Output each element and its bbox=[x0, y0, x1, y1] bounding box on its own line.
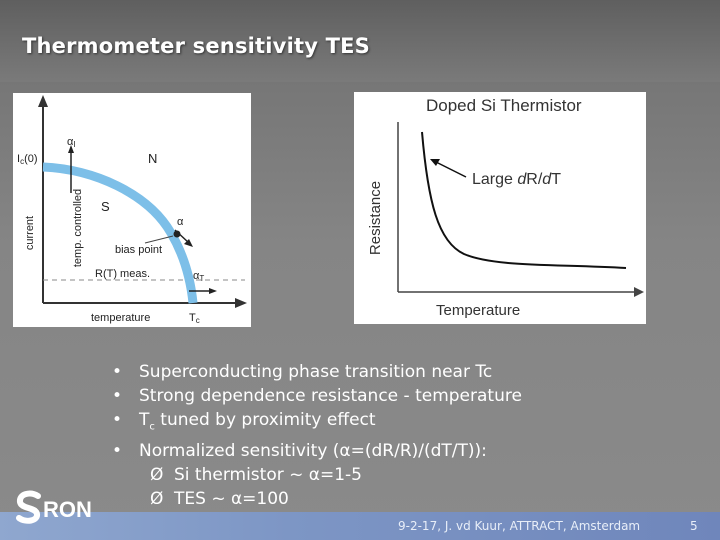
temperature-axis-arrow bbox=[634, 287, 644, 297]
current-axis-label: current bbox=[24, 216, 36, 250]
y-axis-arrow bbox=[38, 95, 48, 107]
large-drdt-arrow bbox=[435, 161, 467, 178]
alpha-label: α bbox=[177, 216, 184, 228]
footer-band bbox=[0, 512, 720, 540]
bias-point-label: bias point bbox=[115, 244, 162, 256]
bullet-dot: • bbox=[112, 441, 123, 462]
sub-bullet-text: Si thermistor ~ α=1-5 bbox=[174, 465, 362, 486]
bullet-item: • Superconducting phase transition near T… bbox=[112, 360, 522, 384]
ic0-label: Ic(0) bbox=[17, 153, 38, 166]
bullet-item: • Strong dependence resistance - temperat… bbox=[112, 384, 522, 408]
arrow-bullet-icon: Ø bbox=[150, 489, 164, 510]
temperature-label: Temperature bbox=[436, 302, 520, 319]
bias-point-dot bbox=[173, 230, 181, 238]
bias-point-leader bbox=[144, 235, 174, 244]
alpha-arrowhead bbox=[184, 239, 193, 247]
tes-phase-diagram-svg: Ic(0) current αI N S temp. controlled α … bbox=[17, 95, 247, 325]
bullet-text: Strong dependence resistance - temperatu… bbox=[139, 386, 522, 406]
alpha-t-label: αT bbox=[193, 270, 204, 283]
alpha-i-arrowhead bbox=[68, 145, 74, 153]
temp-controlled-label: temp. controlled bbox=[72, 189, 84, 267]
sron-s-mark bbox=[16, 490, 41, 524]
bullet-dot: • bbox=[112, 362, 123, 382]
large-drdt-arrowhead bbox=[430, 159, 440, 166]
bullet-text: Tc tuned by proximity effect bbox=[139, 410, 376, 433]
slide-title: Thermometer sensitivity TES bbox=[22, 34, 371, 58]
thermistor-diagram-svg: Doped Si Thermistor Resistance Temperatu… bbox=[367, 96, 644, 319]
bullet-text: Normalized sensitivity (α=(dR/R)/(dT/T))… bbox=[139, 441, 487, 462]
sub-bullet-text: TES ~ α=100 bbox=[174, 489, 289, 510]
x-axis-arrow bbox=[235, 298, 247, 308]
bullet-dot: • bbox=[112, 410, 123, 430]
sron-logo: RON bbox=[16, 490, 112, 528]
critical-current-curve bbox=[42, 162, 198, 304]
resistance-label: Resistance bbox=[367, 181, 384, 255]
tc-label: Tc bbox=[189, 312, 200, 325]
sron-logo-svg: RON bbox=[16, 490, 92, 524]
resistance-curve bbox=[421, 131, 627, 269]
bullet-item: • Normalized sensitivity (α=(dR/R)/(dT/T)… bbox=[112, 439, 522, 463]
temperature-axis-label: temperature bbox=[91, 312, 150, 324]
tes-phase-diagram: Ic(0) current αI N S temp. controlled α … bbox=[13, 93, 251, 327]
sron-logo-text: RON bbox=[43, 497, 92, 522]
bullet-item: • Tc tuned by proximity effect bbox=[112, 408, 522, 439]
normal-region-label: N bbox=[148, 151, 157, 166]
arrow-bullet-icon: Ø bbox=[150, 465, 164, 486]
thermistor-title: Doped Si Thermistor bbox=[426, 96, 582, 115]
sub-bullet-item: Ø Si thermistor ~ α=1-5 bbox=[112, 463, 522, 487]
footer-text: 9-2-17, J. vd Kuur, ATTRACT, Amsterdam bbox=[398, 519, 641, 533]
page-number: 5 bbox=[690, 519, 698, 533]
bullet-list: • Superconducting phase transition near T… bbox=[112, 360, 522, 511]
rt-meas-label: R(T) meas. bbox=[95, 268, 150, 280]
bullet-text: Superconducting phase transition near Tc bbox=[139, 362, 493, 382]
superconducting-region-label: S bbox=[101, 199, 110, 214]
thermistor-diagram: Doped Si Thermistor Resistance Temperatu… bbox=[354, 92, 646, 324]
bullet-dot: • bbox=[112, 386, 123, 406]
alpha-t-arrowhead bbox=[209, 288, 217, 294]
sub-bullet-item: Ø TES ~ α=100 bbox=[112, 487, 522, 511]
alpha-i-label: αI bbox=[67, 136, 76, 149]
title-band bbox=[0, 0, 720, 82]
large-drdt-label: Large dR/dT bbox=[472, 171, 561, 188]
